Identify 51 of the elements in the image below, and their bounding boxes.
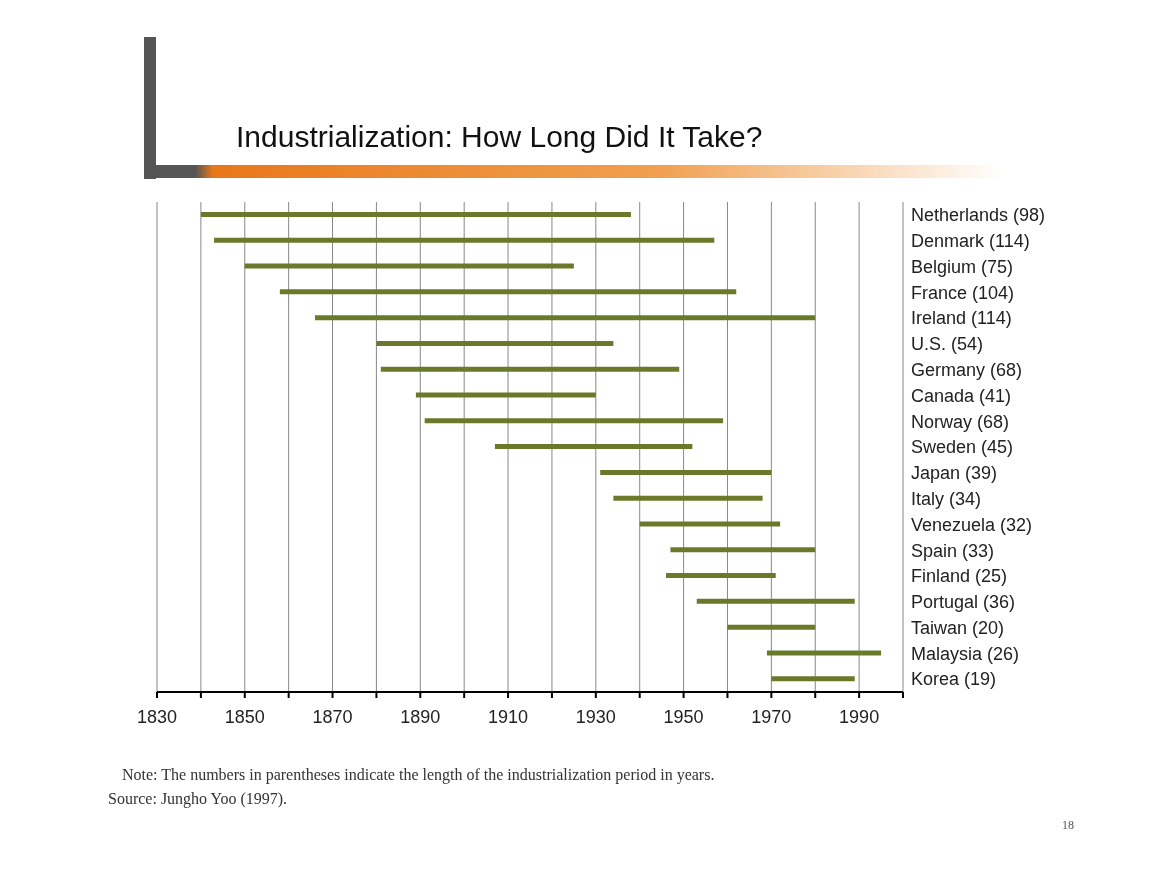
- source-note: Source: Jungho Yoo (1997).: [108, 790, 288, 808]
- y-tick-label: Malaysia (26): [911, 643, 1020, 664]
- text: Note: The numbers in parentheses indicate the length of the industrialization period in years.: [122, 766, 715, 784]
- bar: [314, 315, 816, 321]
- y-tick-label: Netherlands (98): [911, 205, 1046, 226]
- x-tick-label: 1850: [224, 706, 265, 727]
- y-tick-label: Italy (34): [911, 488, 982, 509]
- y-tick-label: Portugal (36): [911, 592, 1016, 613]
- bar: [670, 547, 816, 553]
- x-tick-label: 1830: [136, 706, 178, 727]
- y-tick-label: Ireland (114): [911, 308, 1012, 329]
- y-tick-label: Venezuela (32): [911, 514, 1033, 535]
- bar: [380, 366, 680, 372]
- chart-title: Industrialization: How Long Did It Take?: [236, 120, 763, 154]
- bar: [494, 444, 693, 450]
- bar: [279, 289, 737, 295]
- y-tick-label: Canada (41): [911, 385, 1012, 406]
- y-tick-label: Finland (25): [911, 566, 1008, 587]
- y-tick-label: Taiwan (20): [911, 617, 1005, 638]
- bar: [376, 340, 614, 346]
- y-tick-label: Japan (39): [911, 463, 998, 484]
- y-tick-label: Denmark (114): [911, 231, 1030, 252]
- x-tick-label: 1930: [575, 706, 616, 727]
- bar: [200, 212, 631, 217]
- y-tick-label: Korea (19): [911, 669, 997, 690]
- text: 18: [1062, 818, 1074, 833]
- bar: [613, 495, 763, 501]
- bar: [766, 650, 882, 656]
- bar: [600, 469, 772, 475]
- bar: [415, 392, 596, 398]
- y-tick-label: Norway (68): [911, 411, 1010, 432]
- y-tick-label: Germany (68): [911, 360, 1023, 381]
- y-tick-label: Sweden (45): [911, 437, 1014, 458]
- y-tick-label: France (104): [911, 282, 1015, 303]
- x-tick-label: 1990: [839, 706, 880, 727]
- bar: [639, 521, 781, 527]
- bar: [214, 237, 715, 243]
- x-tick-label: 1890: [400, 706, 441, 727]
- bar: [424, 418, 724, 424]
- bar: [727, 624, 816, 630]
- x-tick-label: 1910: [488, 706, 529, 727]
- bar: [666, 573, 776, 579]
- x-tick-label: 1950: [663, 706, 704, 727]
- x-tick-label: 1970: [751, 706, 792, 727]
- y-tick-label: U.S. (54): [911, 334, 984, 355]
- bar: [771, 676, 855, 682]
- y-tick-label: Spain (33): [911, 540, 995, 561]
- x-tick-label: 1870: [312, 706, 353, 727]
- bar: [244, 263, 574, 269]
- bar: [696, 598, 855, 604]
- y-tick-label: Belgium (75): [911, 256, 1014, 277]
